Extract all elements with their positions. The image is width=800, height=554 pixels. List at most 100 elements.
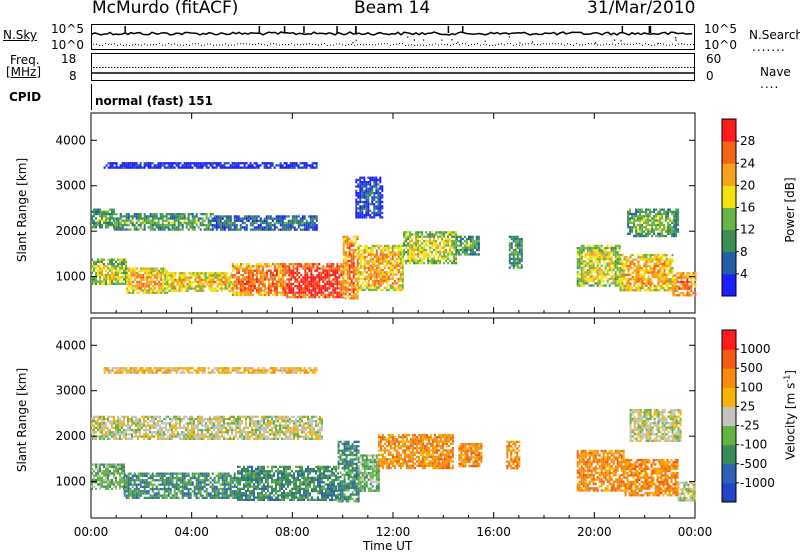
y-tick-label: 4000	[55, 338, 86, 352]
power-echo-region	[627, 208, 680, 238]
noise-search-legend-line: .......	[752, 40, 786, 54]
power-colorbar-swatch	[722, 141, 736, 164]
colorbar-tick-label: 1000	[740, 342, 771, 356]
date-title: 31/Mar/2010	[587, 0, 696, 18]
power-echo-region	[508, 235, 523, 269]
velocity-echo-region	[237, 465, 339, 501]
power-colorbar-swatch	[722, 119, 736, 142]
freq-right-tick-bottom: 0	[706, 69, 714, 83]
velocity-echo-region	[506, 440, 521, 470]
velocity-colorbar-swatch	[722, 387, 736, 407]
colorbar-tick-label: -25	[740, 419, 760, 433]
freq-left-tick-bottom: 8	[69, 69, 77, 83]
velocity-ylabel: Slant Range [km]	[15, 367, 29, 473]
colorbar-tick-label: 500	[740, 361, 763, 375]
colorbar-tick-label: 12	[740, 223, 755, 237]
noise-search-label: N.Search	[749, 28, 800, 42]
power-echo-region	[455, 235, 480, 256]
colorbar-tick-label: 20	[740, 178, 755, 192]
y-tick-label: 1000	[55, 270, 86, 284]
colorbar-tick-label: 4	[740, 267, 748, 281]
power-echo-region	[91, 258, 127, 285]
velocity-echo-region	[103, 367, 318, 374]
freq-right-tick-top: 60	[706, 52, 722, 66]
colorbar-tick-label: 24	[740, 156, 755, 170]
power-echo-region	[576, 244, 621, 287]
colorbar-tick-label: 100	[740, 380, 763, 394]
x-tick-label: 04:00	[174, 525, 209, 539]
colorbar-tick-label: 28	[740, 134, 755, 148]
nave-label: Nave	[760, 65, 791, 79]
velocity-colorbar-swatch	[722, 349, 736, 369]
power-echo-region	[126, 267, 169, 294]
noise-right-tick-top: 10^5	[704, 22, 737, 36]
nave-legend-line: ....	[760, 77, 780, 91]
x-tick-label: 20:00	[577, 525, 612, 539]
power-colorbar-swatch	[722, 163, 736, 186]
time-xlabel: Time UT	[363, 539, 413, 553]
colorbar-tick-label: -100	[740, 438, 767, 452]
velocity-colorbar	[721, 329, 737, 503]
noise-panel	[91, 24, 695, 50]
y-tick-label: 3000	[55, 179, 86, 193]
colorbar-tick-label: -500	[740, 457, 767, 471]
power-echo-region	[211, 215, 318, 231]
power-echo-region	[166, 272, 233, 292]
noise-left-tick-top: 10^5	[51, 22, 84, 36]
colorbar-tick-label: -1000	[740, 476, 775, 490]
power-echo-region	[619, 253, 674, 292]
x-tick-label: 00:00	[678, 525, 713, 539]
cpid-divider	[91, 84, 92, 110]
noise-left-tick-bottom: 10^0	[51, 38, 84, 52]
velocity-colorbar-swatch	[722, 482, 736, 503]
velocity-colorbar-label: Velocity [m s-1]	[782, 370, 798, 460]
freq-label-line1: Freq.	[10, 53, 40, 67]
y-tick-label: 2000	[55, 429, 86, 443]
velocity-echo-region	[677, 481, 696, 502]
power-colorbar-swatch	[722, 251, 736, 275]
y-tick-label: 3000	[55, 384, 86, 398]
noise-sky-label: N.Sky	[3, 28, 38, 42]
velocity-echo-region	[357, 454, 380, 492]
colorbar-tick-label: 8	[740, 245, 748, 259]
velocity-colorbar-swatch	[722, 463, 736, 484]
velocity-echo-region	[576, 449, 625, 492]
velocity-colorbar-swatch	[722, 368, 736, 388]
cpid-value: normal (fast) 151	[95, 94, 213, 108]
y-tick-label: 2000	[55, 224, 86, 238]
velocity-echo-region	[377, 433, 454, 470]
power-ylabel: Slant Range [km]	[15, 157, 29, 263]
power-echo-region	[103, 162, 318, 169]
freq-label-line2: [MHz]	[6, 65, 42, 79]
noise-right-tick-bottom: 10^0	[704, 38, 737, 52]
power-colorbar-swatch	[722, 229, 736, 253]
velocity-echo-region	[91, 415, 323, 440]
x-tick-label: 16:00	[476, 525, 511, 539]
velocity-colorbar-swatch	[722, 330, 736, 350]
velocity-echo-region	[123, 472, 238, 499]
power-echo-region	[342, 235, 359, 300]
power-echo-region	[355, 176, 384, 219]
velocity-echo-region	[91, 463, 125, 490]
power-echo-region	[113, 213, 214, 231]
velocity-colorbar-swatch	[722, 444, 736, 465]
power-echo-region	[357, 244, 404, 292]
station-title: McMurdo (fitACF)	[92, 0, 239, 18]
colorbar-tick-label: 16	[740, 201, 755, 215]
power-colorbar-label: Power [dB]	[783, 177, 797, 243]
cpid-label: CPID	[9, 90, 42, 104]
x-tick-label: 00:00	[74, 525, 109, 539]
x-tick-label: 12:00	[376, 525, 411, 539]
velocity-colorbar-swatch	[722, 425, 736, 446]
velocity-colorbar-swatch	[722, 406, 736, 426]
velocity-echo-region	[337, 440, 360, 503]
power-echo-region	[672, 272, 697, 297]
power-colorbar-swatch	[722, 273, 736, 297]
freq-left-tick-top: 18	[61, 52, 77, 66]
velocity-echo-region	[458, 443, 483, 468]
power-colorbar-swatch	[722, 207, 736, 231]
y-tick-label: 1000	[55, 475, 86, 489]
